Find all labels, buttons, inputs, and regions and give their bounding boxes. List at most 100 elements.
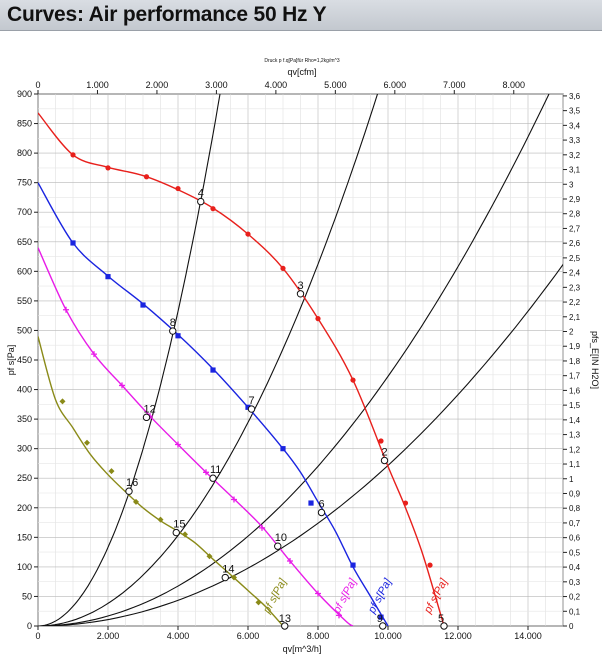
x2-axis-label: qv[cfm] xyxy=(287,67,316,77)
y2-tick-label: 2,2 xyxy=(569,298,581,307)
series-point xyxy=(157,516,164,523)
y2-tick-label: 3,6 xyxy=(569,92,581,101)
operating-point-label: 2 xyxy=(382,446,388,458)
chart-title: Druck p f.q[Pa]für Rho=1,2kg/m^3 xyxy=(264,58,340,64)
x2-tick-label: 2.000 xyxy=(146,80,169,90)
operating-point xyxy=(209,474,217,482)
series-point xyxy=(245,404,251,410)
series-point xyxy=(336,612,342,619)
y-tick-label: 550 xyxy=(17,296,32,306)
y-tick-label: 700 xyxy=(17,207,32,217)
series-point xyxy=(175,441,181,448)
page-title: Curves: Air performance 50 Hz Y xyxy=(7,3,327,26)
operating-point-label: 14 xyxy=(222,564,234,576)
y-tick-label: 250 xyxy=(17,473,32,483)
series-point xyxy=(84,439,90,446)
y2-tick-label: 3,3 xyxy=(569,136,581,145)
y-tick-label: 100 xyxy=(17,562,32,572)
operating-point xyxy=(221,573,229,582)
y2-tick-label: 0,8 xyxy=(569,504,581,513)
x-tick-label: 10.000 xyxy=(374,631,402,641)
series-point xyxy=(287,557,293,564)
y2-tick-label: 1,9 xyxy=(569,342,581,351)
y2-tick-label: 1,7 xyxy=(569,372,581,381)
series-point xyxy=(133,498,139,505)
y2-tick-label: 0,9 xyxy=(569,489,581,498)
series-point xyxy=(175,333,181,339)
series-point xyxy=(206,553,213,560)
x-tick-label: 4.000 xyxy=(167,631,190,641)
y-tick-label: 500 xyxy=(17,325,32,335)
series-point xyxy=(350,377,356,383)
y2-tick-label: 3,2 xyxy=(569,151,581,160)
operating-point xyxy=(169,327,177,335)
y-tick-label: 450 xyxy=(17,355,32,365)
y2-axis-label: pfs_E[IN H2O] xyxy=(590,331,600,389)
zero-point-label: 5 xyxy=(438,613,444,625)
series-point xyxy=(91,351,97,358)
y2-tick-label: 3,4 xyxy=(569,121,581,130)
series-point xyxy=(175,185,181,192)
system-curve-b xyxy=(38,94,379,626)
series-point xyxy=(280,265,286,271)
y-tick-label: 50 xyxy=(22,591,32,601)
y2-tick-label: 1,5 xyxy=(569,401,581,410)
y2-tick-label: 1,8 xyxy=(569,357,581,366)
y2-tick-label: 2,6 xyxy=(569,239,581,248)
series-point xyxy=(315,316,321,322)
y2-tick-label: 2,4 xyxy=(569,269,581,278)
series-point xyxy=(255,599,262,606)
y-tick-label: 0 xyxy=(27,621,32,631)
zero-point xyxy=(281,622,289,630)
series-point xyxy=(63,306,69,313)
y2-tick-label: 0,7 xyxy=(569,519,581,528)
y-tick-label: 900 xyxy=(17,89,32,99)
series-point xyxy=(259,524,265,531)
y2-tick-label: 1,3 xyxy=(569,431,581,440)
series-point xyxy=(315,590,321,597)
series-point xyxy=(70,152,76,158)
series-point xyxy=(203,469,209,476)
operating-point-label: 3 xyxy=(298,280,304,292)
y-tick-label: 750 xyxy=(17,178,32,188)
operating-point-label: 12 xyxy=(144,403,156,415)
series-point xyxy=(108,468,115,475)
series-point xyxy=(245,231,251,237)
x2-tick-label: 8.000 xyxy=(502,80,525,90)
x-tick-label: 12.000 xyxy=(444,631,472,641)
zero-point-label: 13 xyxy=(279,613,291,625)
operating-point-label: 7 xyxy=(249,395,255,407)
y-axis-label: pf s[Pa] xyxy=(6,345,16,376)
series-point xyxy=(427,562,433,568)
y-tick-label: 300 xyxy=(17,444,32,454)
operating-point-label: 15 xyxy=(173,519,185,531)
x-tick-label: 0 xyxy=(35,631,40,641)
y2-tick-label: 1,6 xyxy=(569,386,581,395)
y-tick-label: 200 xyxy=(17,503,32,513)
operating-point xyxy=(380,456,389,465)
y2-tick-label: 2,1 xyxy=(569,313,581,322)
y2-tick-label: 0,4 xyxy=(569,563,581,572)
series-point xyxy=(210,367,216,373)
series-point xyxy=(143,174,150,180)
series-point xyxy=(402,500,409,506)
x2-tick-label: 1.000 xyxy=(86,80,109,90)
y-tick-label: 350 xyxy=(17,414,32,424)
x2-tick-label: 7.000 xyxy=(443,80,466,90)
series-point xyxy=(231,496,237,503)
series-point xyxy=(105,165,111,171)
series-point xyxy=(140,302,146,308)
axes: Druck p f.q[Pa]für Rho=1,2kg/m^3 qv[cfm]… xyxy=(6,58,600,654)
x2-tick-label: 5.000 xyxy=(324,80,347,90)
series-point xyxy=(350,562,356,568)
x-tick-label: 6.000 xyxy=(237,631,260,641)
operating-point-label: 4 xyxy=(198,188,204,200)
y2-tick-label: 2,5 xyxy=(569,254,581,263)
operating-point-label: 8 xyxy=(170,317,176,329)
operating-point xyxy=(296,290,305,298)
y2-tick-label: 3 xyxy=(569,180,574,189)
x-tick-label: 14.000 xyxy=(514,631,542,641)
zero-point xyxy=(379,622,387,630)
operating-point xyxy=(172,528,180,537)
page-header: Curves: Air performance 50 Hz Y xyxy=(0,0,602,31)
